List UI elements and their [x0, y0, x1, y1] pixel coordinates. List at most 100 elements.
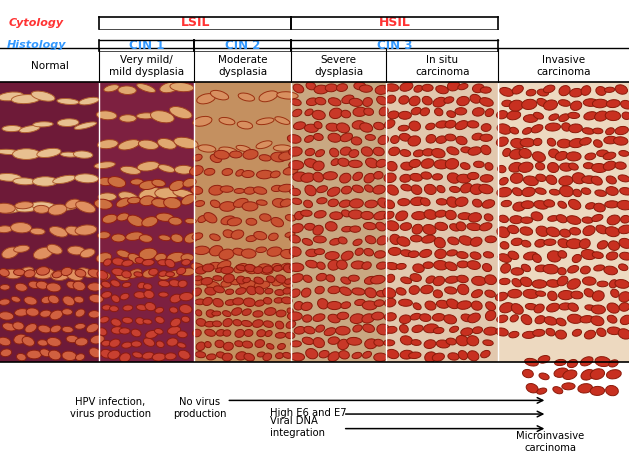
Ellipse shape [0, 284, 10, 290]
Ellipse shape [152, 198, 168, 207]
Ellipse shape [445, 134, 456, 141]
Ellipse shape [510, 315, 518, 322]
Ellipse shape [398, 198, 410, 206]
Ellipse shape [120, 166, 141, 174]
Ellipse shape [122, 317, 133, 324]
Ellipse shape [445, 210, 456, 220]
Ellipse shape [328, 260, 340, 270]
Ellipse shape [0, 226, 12, 233]
Ellipse shape [592, 214, 603, 222]
Ellipse shape [355, 248, 364, 255]
Ellipse shape [567, 314, 582, 324]
Ellipse shape [337, 312, 348, 319]
Ellipse shape [214, 150, 230, 159]
Ellipse shape [361, 212, 374, 219]
Ellipse shape [305, 185, 316, 196]
Ellipse shape [169, 181, 184, 191]
Ellipse shape [521, 99, 537, 110]
Ellipse shape [283, 288, 291, 294]
Ellipse shape [499, 87, 513, 96]
Ellipse shape [210, 154, 221, 162]
Ellipse shape [351, 261, 365, 269]
Ellipse shape [294, 327, 305, 334]
Ellipse shape [384, 200, 394, 209]
Ellipse shape [0, 203, 15, 213]
Ellipse shape [0, 337, 11, 346]
Ellipse shape [508, 289, 522, 298]
Ellipse shape [173, 189, 194, 198]
Ellipse shape [559, 100, 571, 106]
Ellipse shape [313, 172, 323, 182]
Ellipse shape [400, 350, 413, 359]
Ellipse shape [112, 268, 124, 276]
Ellipse shape [348, 160, 362, 167]
Ellipse shape [362, 301, 377, 310]
Ellipse shape [38, 340, 48, 346]
Ellipse shape [583, 226, 595, 236]
Ellipse shape [242, 341, 252, 348]
Ellipse shape [204, 168, 215, 175]
Ellipse shape [36, 267, 50, 275]
Bar [194, 82, 291, 362]
Ellipse shape [547, 280, 560, 287]
Ellipse shape [48, 204, 67, 215]
Ellipse shape [98, 193, 116, 201]
Ellipse shape [327, 187, 340, 197]
Ellipse shape [28, 281, 40, 288]
Ellipse shape [525, 303, 537, 310]
Ellipse shape [421, 285, 433, 294]
Ellipse shape [0, 312, 14, 320]
Ellipse shape [204, 329, 216, 336]
Ellipse shape [313, 314, 325, 321]
Ellipse shape [103, 214, 118, 223]
Ellipse shape [236, 146, 250, 152]
Ellipse shape [79, 268, 94, 278]
Ellipse shape [158, 260, 168, 266]
Ellipse shape [238, 93, 255, 101]
Ellipse shape [67, 246, 85, 255]
Ellipse shape [143, 283, 152, 289]
Ellipse shape [181, 253, 194, 262]
Ellipse shape [294, 122, 306, 130]
Ellipse shape [458, 212, 471, 220]
Ellipse shape [182, 259, 191, 265]
Ellipse shape [301, 210, 312, 217]
Ellipse shape [579, 239, 590, 248]
Ellipse shape [456, 335, 469, 346]
Ellipse shape [99, 317, 109, 323]
Ellipse shape [75, 174, 99, 183]
Ellipse shape [281, 263, 292, 270]
Ellipse shape [467, 336, 479, 346]
Ellipse shape [159, 271, 167, 276]
Ellipse shape [209, 185, 224, 195]
Ellipse shape [109, 306, 118, 312]
Ellipse shape [426, 123, 435, 130]
Ellipse shape [365, 236, 376, 244]
Ellipse shape [13, 322, 24, 330]
Ellipse shape [593, 99, 608, 108]
Ellipse shape [606, 385, 618, 396]
Ellipse shape [195, 299, 205, 305]
Ellipse shape [111, 318, 121, 326]
Ellipse shape [63, 296, 75, 306]
Ellipse shape [341, 251, 353, 260]
Ellipse shape [606, 252, 618, 260]
Ellipse shape [532, 254, 542, 263]
Ellipse shape [145, 303, 155, 311]
Ellipse shape [159, 272, 171, 280]
Ellipse shape [328, 133, 341, 142]
Ellipse shape [13, 178, 35, 185]
Ellipse shape [521, 201, 534, 208]
Ellipse shape [594, 265, 604, 271]
Ellipse shape [525, 359, 538, 366]
Ellipse shape [204, 212, 217, 223]
Ellipse shape [472, 327, 482, 334]
Ellipse shape [437, 300, 449, 308]
Ellipse shape [408, 136, 421, 146]
Ellipse shape [458, 351, 467, 359]
Ellipse shape [526, 89, 536, 96]
Ellipse shape [196, 342, 205, 351]
Ellipse shape [361, 147, 373, 156]
Ellipse shape [562, 123, 571, 131]
Ellipse shape [138, 140, 159, 150]
